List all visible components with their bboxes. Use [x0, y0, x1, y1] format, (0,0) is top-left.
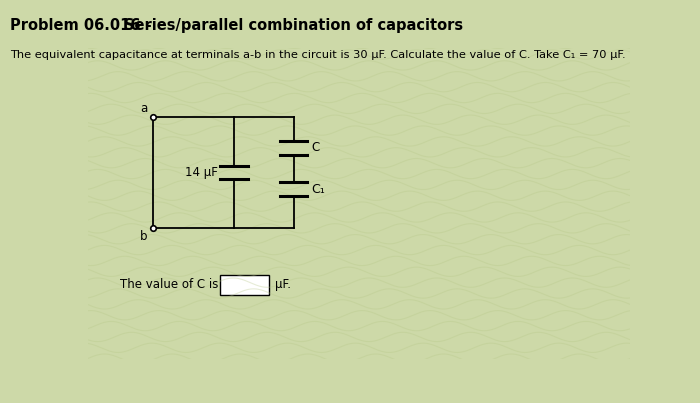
Text: C₁: C₁ — [312, 183, 326, 196]
Text: The value of C is: The value of C is — [120, 278, 218, 291]
FancyBboxPatch shape — [220, 275, 270, 295]
Text: a: a — [140, 102, 147, 115]
Text: Problem 06.016 -: Problem 06.016 - — [10, 18, 158, 33]
Text: The equivalent capacitance at terminals a-b in the circuit is 30 μF. Calculate t: The equivalent capacitance at terminals … — [10, 50, 626, 60]
Text: μF.: μF. — [274, 278, 290, 291]
Text: b: b — [140, 230, 147, 243]
Text: 14 μF: 14 μF — [185, 166, 218, 179]
Text: C: C — [312, 141, 320, 154]
Text: Series/parallel combination of capacitors: Series/parallel combination of capacitor… — [123, 18, 463, 33]
